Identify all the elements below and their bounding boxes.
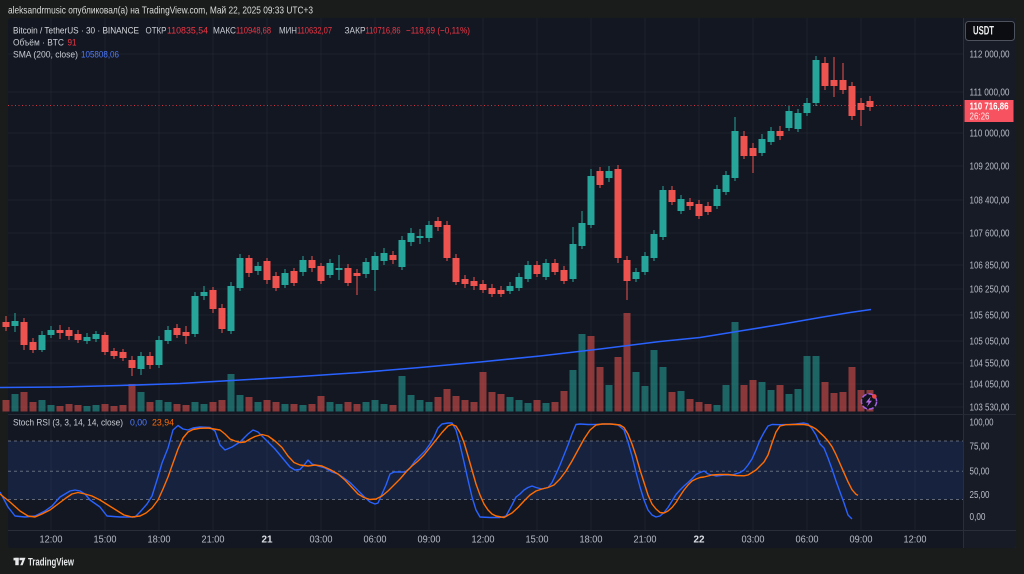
- svg-text:06:00: 06:00: [796, 535, 819, 546]
- svg-text:75,00: 75,00: [970, 442, 990, 453]
- svg-text:03:00: 03:00: [742, 535, 765, 546]
- svg-text:МАКС: МАКС: [213, 26, 236, 37]
- svg-text:110 716,86: 110 716,86: [970, 102, 1009, 113]
- svg-text:105 650,00: 105 650,00: [970, 311, 1010, 322]
- svg-text:104 550,00: 104 550,00: [970, 359, 1010, 370]
- svg-text:03:00: 03:00: [310, 535, 333, 546]
- svg-text:09:00: 09:00: [850, 535, 873, 546]
- svg-text:106 850,00: 106 850,00: [970, 261, 1010, 272]
- svg-text:26:26: 26:26: [970, 112, 990, 123]
- svg-text:12:00: 12:00: [472, 535, 495, 546]
- svg-text:25,00: 25,00: [970, 490, 990, 501]
- svg-text:91: 91: [68, 38, 77, 49]
- svg-text:09:00: 09:00: [418, 535, 441, 546]
- svg-text:12:00: 12:00: [40, 535, 63, 546]
- svg-text:aleksandrmusic опубликовал(а): aleksandrmusic опубликовал(а) на Trading…: [8, 5, 313, 17]
- svg-text:104 050,00: 104 050,00: [970, 380, 1010, 391]
- svg-text:105 050,00: 105 050,00: [970, 337, 1010, 348]
- svg-text:21:00: 21:00: [634, 535, 657, 546]
- svg-text:110835,54: 110835,54: [167, 26, 208, 37]
- svg-text:USDT: USDT: [973, 26, 994, 38]
- svg-text:Stoch RSI (3, 3, 14, 14, close: Stoch RSI (3, 3, 14, 14, close): [13, 418, 123, 429]
- svg-text:−118,69 (−0,11%): −118,69 (−0,11%): [406, 26, 470, 37]
- svg-text:109 200,00: 109 200,00: [970, 162, 1010, 173]
- svg-text:103 530,00: 103 530,00: [970, 403, 1010, 414]
- svg-text:110948,68: 110948,68: [236, 26, 271, 37]
- svg-text:107 600,00: 107 600,00: [970, 229, 1010, 240]
- svg-text:108 400,00: 108 400,00: [970, 196, 1010, 207]
- svg-text:105808,06: 105808,06: [81, 50, 119, 61]
- svg-text:ОТКР: ОТКР: [146, 26, 167, 37]
- svg-text:Объём · BTC: Объём · BTC: [13, 38, 64, 49]
- svg-text:0,00: 0,00: [970, 512, 986, 523]
- svg-text:12:00: 12:00: [904, 535, 927, 546]
- svg-text:110716,86: 110716,86: [366, 26, 401, 37]
- svg-text:50,00: 50,00: [970, 467, 990, 478]
- svg-text:21:00: 21:00: [202, 535, 225, 546]
- svg-text:112 000,00: 112 000,00: [970, 50, 1010, 61]
- svg-text:100,00: 100,00: [970, 417, 994, 428]
- svg-text:110 000,00: 110 000,00: [970, 129, 1010, 140]
- svg-text:SMA (200, close): SMA (200, close): [13, 50, 78, 61]
- svg-text:06:00: 06:00: [364, 535, 387, 546]
- svg-text:23,94: 23,94: [152, 418, 174, 429]
- svg-text:TradingView: TradingView: [28, 557, 74, 569]
- svg-text:22: 22: [694, 535, 705, 546]
- svg-text:111 000,00: 111 000,00: [970, 88, 1010, 99]
- svg-text:0,00: 0,00: [130, 418, 147, 429]
- svg-text:15:00: 15:00: [526, 535, 549, 546]
- svg-text:Bitcoin / TetherUS · 30 · BINA: Bitcoin / TetherUS · 30 · BINANCE: [13, 26, 139, 37]
- svg-text:МИН: МИН: [279, 26, 297, 37]
- svg-text:15:00: 15:00: [94, 535, 117, 546]
- svg-text:106 250,00: 106 250,00: [970, 285, 1010, 296]
- svg-text:110632,07: 110632,07: [297, 26, 332, 37]
- svg-text:ЗАКР: ЗАКР: [345, 26, 366, 37]
- svg-text:21: 21: [262, 535, 273, 546]
- svg-text:18:00: 18:00: [148, 535, 171, 546]
- svg-text:18:00: 18:00: [580, 535, 603, 546]
